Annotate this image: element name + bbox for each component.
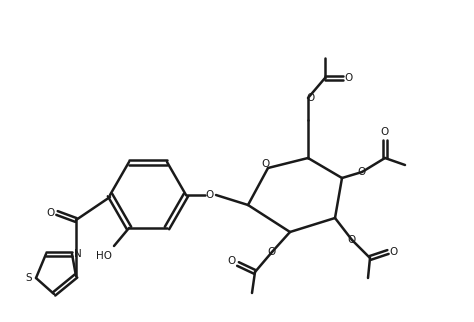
Text: O: O: [228, 256, 236, 266]
Text: O: O: [358, 167, 366, 177]
Text: O: O: [206, 190, 214, 200]
Text: O: O: [345, 73, 353, 83]
Text: O: O: [381, 127, 389, 137]
Text: HO: HO: [96, 251, 112, 261]
Text: O: O: [348, 235, 356, 245]
Text: O: O: [268, 247, 276, 257]
Text: N: N: [74, 249, 82, 259]
Text: O: O: [262, 159, 270, 169]
Text: S: S: [26, 273, 32, 283]
Text: O: O: [307, 93, 315, 103]
Text: O: O: [47, 208, 55, 218]
Text: O: O: [390, 247, 398, 257]
